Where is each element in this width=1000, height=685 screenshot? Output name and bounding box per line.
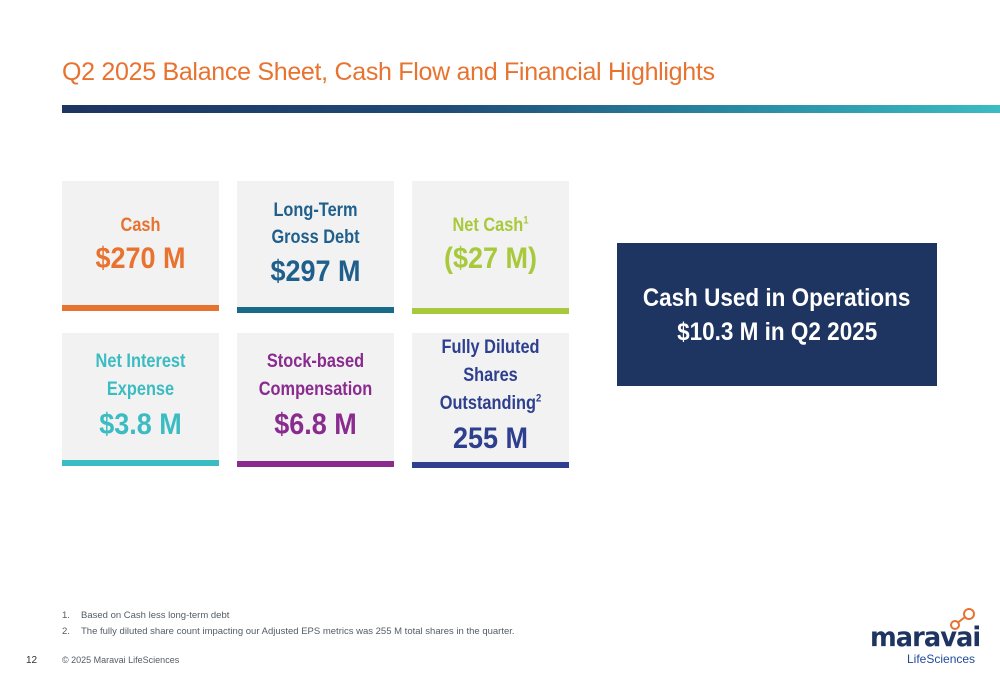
net-cash-card: Net Cash1 ($27 M)	[412, 181, 569, 314]
page-number: 12	[26, 655, 38, 666]
net-interest-value: $3.8 M	[99, 408, 182, 441]
net-cash-accent-bar	[412, 308, 569, 314]
cash-used-in-operations-box: Cash Used in Operations $10.3 M in Q2 20…	[617, 243, 937, 386]
stock-comp-accent-bar	[237, 461, 394, 467]
stock-comp-card: Stock-based Compensation $6.8 M	[237, 333, 394, 467]
title-divider	[62, 105, 1000, 113]
diluted-shares-label-line2: Shares	[463, 365, 518, 386]
diluted-shares-footnote-ref: 2	[535, 392, 542, 405]
copyright: © 2025 Maravai LifeSciences	[62, 655, 180, 665]
stock-comp-label-line1: Stock-based	[266, 351, 365, 372]
logo-brand: maravai	[870, 622, 981, 653]
footnotes: 1. Based on Cash less long-term debt 2. Th…	[62, 608, 515, 640]
stock-comp-value: $6.8 M	[274, 408, 357, 441]
slide-title: Q2 2025 Balance Sheet, Cash Flow and Fin…	[62, 58, 715, 86]
ops-line1: Cash Used in Operations	[643, 283, 911, 312]
diluted-shares-label-line1: Fully Diluted	[441, 337, 540, 358]
net-cash-label: Net Cash1	[452, 214, 529, 236]
net-interest-accent-bar	[62, 460, 219, 466]
gross-debt-accent-bar	[237, 307, 394, 313]
cash-label: Cash	[120, 215, 161, 236]
net-cash-footnote-ref: 1	[523, 214, 529, 227]
ops-line2: $10.3 M in Q2 2025	[676, 317, 878, 346]
cash-value: $270 M	[95, 242, 186, 275]
net-interest-card: Net Interest Expense $3.8 M	[62, 333, 219, 466]
logo-sub: LifeSciences	[907, 652, 976, 666]
gross-debt-value: $297 M	[270, 255, 361, 288]
net-interest-label-line1: Net Interest	[95, 351, 186, 372]
gross-debt-label-line1: Long-Term	[273, 200, 358, 221]
molecule-icon	[950, 608, 975, 630]
diluted-shares-label-line3: Outstanding2	[439, 392, 542, 414]
gross-debt-label-line2: Gross Debt	[271, 227, 360, 248]
footnote-1: 1. Based on Cash less long-term debt	[62, 610, 230, 621]
net-cash-value: ($27 M)	[443, 242, 538, 275]
diluted-shares-card: Fully Diluted Shares Outstanding2 255 M	[412, 333, 569, 468]
gross-debt-card: Long-Term Gross Debt $297 M	[237, 181, 394, 313]
diluted-shares-accent-bar	[412, 462, 569, 468]
cash-card: Cash $270 M	[62, 181, 219, 311]
stock-comp-label-line2: Compensation	[258, 379, 373, 400]
net-interest-label-line2: Expense	[106, 379, 175, 400]
maravai-logo: maravai LifeSciences	[870, 604, 981, 668]
cash-accent-bar	[62, 305, 219, 311]
footnote-2: 2. The fully diluted share count impactin…	[62, 626, 515, 637]
diluted-shares-value: 255 M	[452, 422, 529, 455]
